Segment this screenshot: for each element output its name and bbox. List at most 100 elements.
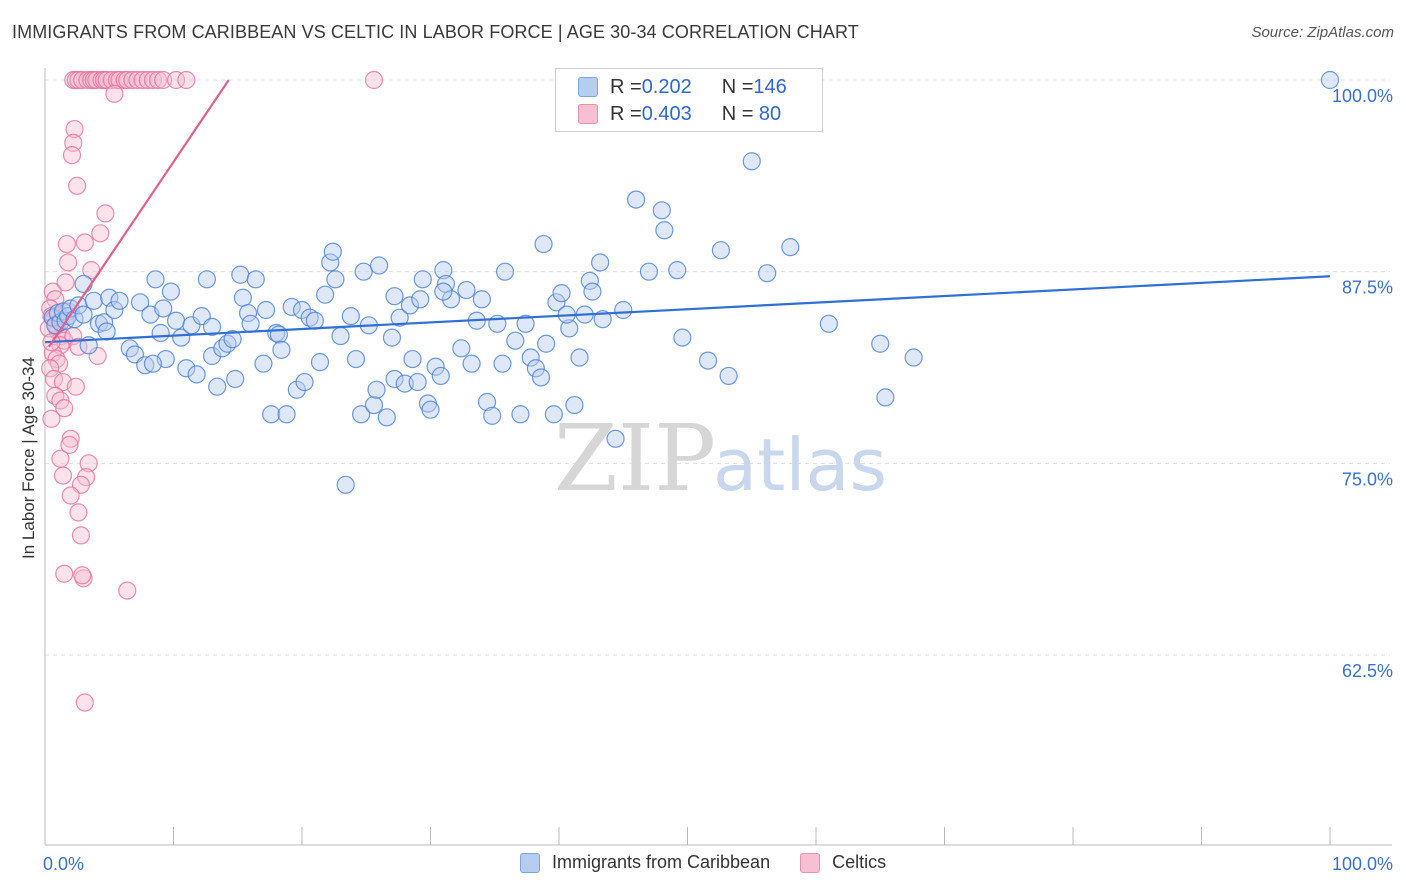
point-caribbean	[84, 291, 103, 310]
point-caribbean	[202, 346, 222, 366]
point-celtics	[79, 454, 98, 473]
legend-item-caribbean[interactable]: Immigrants from Caribbean	[520, 852, 770, 873]
series-caribbean	[43, 70, 1340, 494]
point-celtics	[154, 70, 173, 90]
point-caribbean	[781, 238, 800, 257]
y-tick-label: 100.0%	[1332, 86, 1393, 106]
point-celtics	[42, 409, 61, 428]
legend-label: Celtics	[832, 852, 887, 872]
legend-item-celtics[interactable]: Celtics	[800, 852, 886, 873]
point-caribbean	[547, 293, 566, 312]
point-caribbean	[583, 282, 602, 301]
point-caribbean	[434, 261, 453, 280]
point-caribbean	[385, 369, 404, 389]
point-caribbean	[521, 348, 540, 367]
point-celtics	[68, 176, 87, 195]
legend-row-caribbean: R = 0.202 N = 146	[578, 74, 787, 100]
point-celtics	[118, 70, 137, 90]
chart-title: IMMIGRANTS FROM CARIBBEAN VS CELTIC IN L…	[12, 22, 859, 42]
point-caribbean	[197, 270, 217, 289]
point-caribbean	[231, 265, 250, 284]
legend-swatch-pink	[578, 104, 598, 124]
point-caribbean	[742, 152, 761, 171]
point-caribbean	[537, 334, 556, 353]
y-tick-label: 87.5%	[1342, 278, 1393, 298]
point-caribbean	[441, 290, 461, 309]
point-caribbean	[385, 287, 404, 306]
point-caribbean	[483, 406, 502, 425]
point-caribbean	[305, 311, 324, 330]
point-celtics	[128, 70, 147, 90]
point-caribbean	[462, 354, 481, 373]
point-caribbean	[223, 330, 242, 349]
point-caribbean	[226, 369, 245, 389]
point-caribbean	[97, 322, 116, 341]
point-caribbean	[719, 366, 738, 386]
legend-n-label: N =	[721, 75, 754, 98]
point-caribbean	[758, 264, 777, 283]
axis-labels: 62.5% 75.0% 87.5% 100.0% 0.0% 100.0% In Labor …	[19, 86, 1393, 874]
point-celtics	[166, 70, 186, 90]
point-caribbean	[506, 331, 525, 350]
point-celtics	[41, 359, 60, 378]
point-caribbean	[431, 366, 450, 386]
legend-n-label: N =	[721, 102, 754, 125]
correlation-legend: R = 0.202 N = 146 R = 0.403 N = 80	[555, 68, 823, 132]
point-caribbean	[321, 253, 340, 272]
y-tick-label: 75.0%	[1342, 469, 1393, 489]
legend-row-celtics: R = 0.403 N = 80	[578, 101, 781, 127]
y-tick-label: 62.5%	[1342, 661, 1393, 681]
trend-line-caribbean	[44, 275, 1331, 344]
watermark: ZIP atlas	[554, 405, 887, 512]
point-celtics	[51, 449, 70, 468]
point-caribbean	[256, 300, 276, 320]
point-caribbean	[552, 284, 571, 303]
legend-r-value: 0.202	[641, 75, 692, 98]
point-caribbean	[493, 354, 512, 373]
point-celtics	[143, 70, 163, 90]
point-caribbean	[287, 380, 306, 399]
point-caribbean	[136, 356, 155, 375]
axes	[44, 68, 1392, 846]
point-celtics	[364, 70, 384, 90]
point-celtics	[57, 234, 76, 254]
point-caribbean	[272, 340, 291, 359]
point-caribbean	[408, 372, 427, 392]
point-celtics	[105, 84, 124, 103]
point-caribbean	[300, 308, 319, 327]
point-caribbean	[403, 349, 422, 369]
series-legend: Immigrants from Caribbean Celtics	[520, 852, 916, 873]
point-caribbean	[626, 190, 646, 209]
point-caribbean	[177, 359, 196, 378]
point-caribbean	[544, 405, 563, 424]
point-caribbean	[580, 271, 599, 290]
point-caribbean	[105, 300, 124, 320]
point-caribbean	[495, 262, 515, 281]
point-caribbean	[390, 308, 409, 327]
point-caribbean	[593, 310, 612, 329]
point-caribbean	[241, 314, 260, 333]
point-caribbean	[143, 354, 163, 373]
point-caribbean	[565, 395, 584, 415]
point-caribbean	[292, 300, 312, 320]
point-caribbean	[434, 282, 453, 301]
point-caribbean	[614, 300, 633, 320]
point-caribbean	[346, 349, 366, 369]
point-caribbean	[516, 314, 535, 333]
point-caribbean	[534, 234, 553, 254]
point-celtics	[118, 581, 137, 600]
point-caribbean	[151, 323, 170, 343]
x-tick-label-max: 100.0%	[1332, 854, 1393, 874]
point-caribbean	[238, 303, 258, 323]
point-caribbean	[876, 388, 895, 407]
point-caribbean	[208, 377, 227, 396]
point-caribbean	[668, 261, 687, 280]
point-caribbean	[531, 368, 551, 387]
trend-lines	[44, 79, 1331, 348]
point-caribbean	[341, 307, 360, 326]
point-caribbean	[172, 328, 191, 347]
legend-n-value: 146	[753, 75, 787, 98]
trend-line-celtics	[47, 79, 230, 348]
point-caribbean	[639, 262, 659, 281]
